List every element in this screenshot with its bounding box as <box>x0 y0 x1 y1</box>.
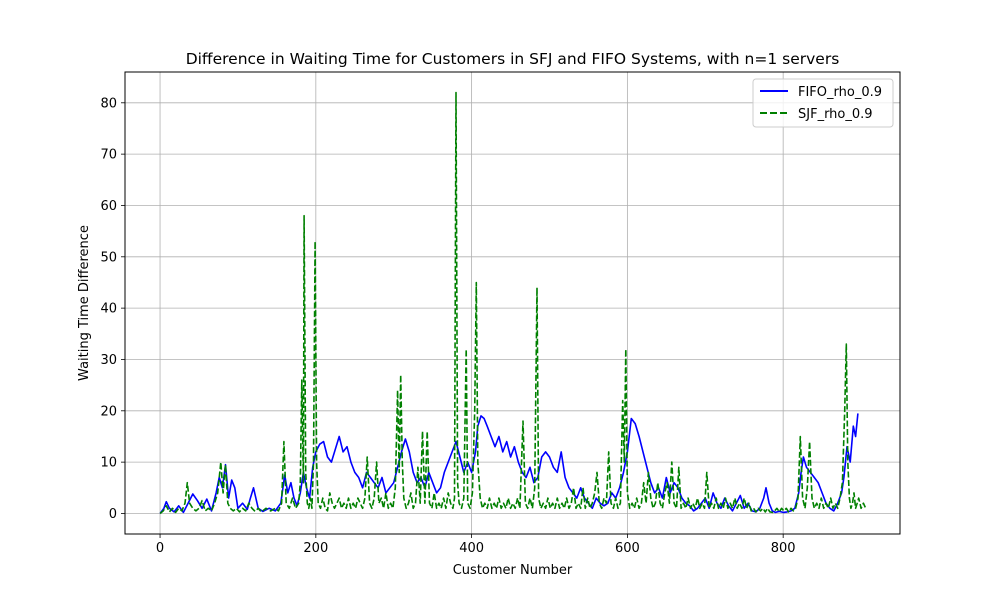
y-axis-ticks: 0 10 20 30 40 50 60 70 80 <box>100 96 125 522</box>
legend-label-sjf: SJF_rho_0.9 <box>798 107 873 122</box>
x-tick-label: 400 <box>459 541 484 556</box>
y-tick-label: 30 <box>100 353 117 368</box>
legend-label-fifo: FIFO_rho_0.9 <box>798 85 882 100</box>
plot-frame <box>124 71 901 535</box>
y-tick-label: 70 <box>100 148 117 163</box>
x-axis-label: Customer Number <box>453 563 573 578</box>
x-tick-label: 600 <box>615 541 640 556</box>
grid <box>125 72 900 534</box>
y-tick-label: 60 <box>100 199 117 214</box>
series-line-fifo <box>159 413 859 514</box>
y-tick-label: 80 <box>100 96 117 111</box>
x-tick-label: 800 <box>771 541 796 556</box>
y-tick-label: 40 <box>100 302 117 317</box>
chart-title: Difference in Waiting Time for Customers… <box>186 50 840 68</box>
x-tick-label: 0 <box>156 541 164 556</box>
y-tick-label: 50 <box>100 250 117 265</box>
y-tick-label: 20 <box>100 404 117 419</box>
plot-area <box>125 72 900 534</box>
x-tick-label: 200 <box>303 541 328 556</box>
series-line-sjf <box>159 91 867 515</box>
series-lines <box>159 91 867 515</box>
y-axis-label: Waiting Time Difference <box>77 225 92 381</box>
legend: FIFO_rho_0.9 SJF_rho_0.9 <box>752 78 894 128</box>
x-axis-ticks: 0 200 400 600 800 <box>156 534 796 556</box>
y-tick-label: 0 <box>109 507 117 522</box>
y-tick-label: 10 <box>100 456 117 471</box>
